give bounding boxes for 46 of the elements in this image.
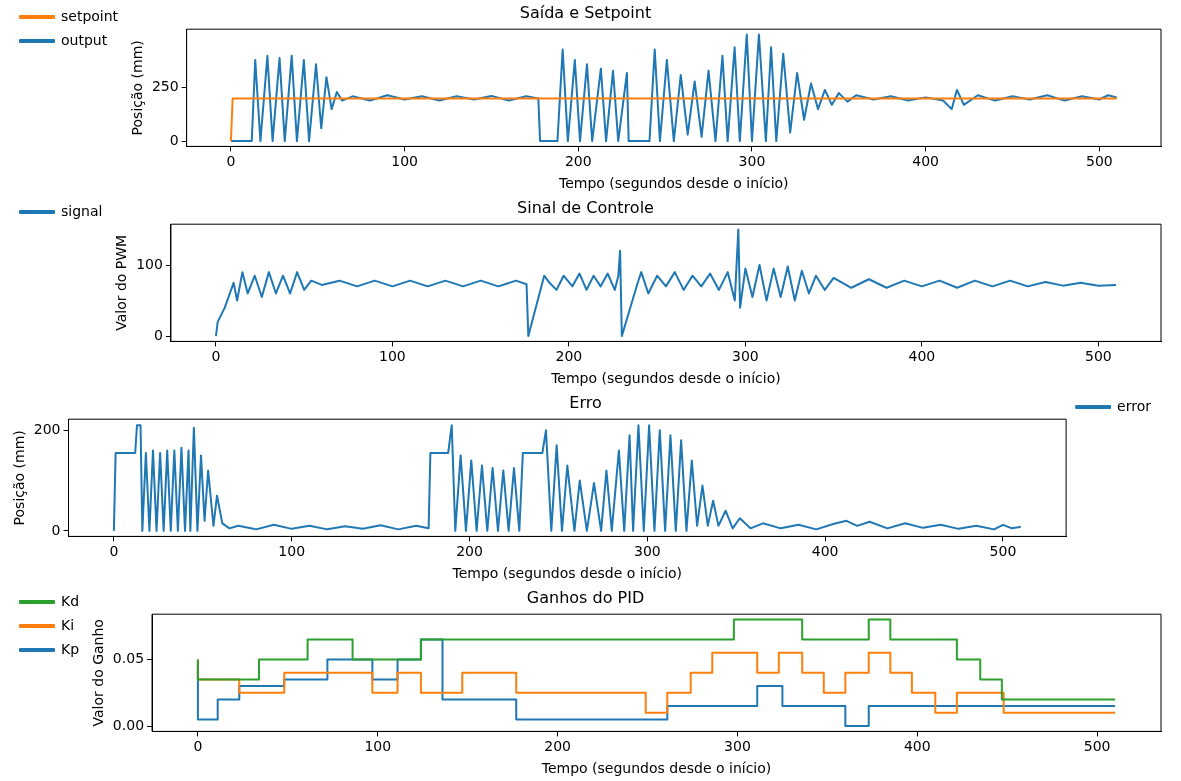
x-tick-label: 200 bbox=[564, 153, 592, 170]
y-tick-label: 0 bbox=[154, 326, 163, 343]
legend-label: error bbox=[1117, 397, 1152, 414]
x-tick-label: 100 bbox=[379, 348, 406, 365]
legend-label: Ki bbox=[61, 616, 75, 633]
y-tick-label: 250 bbox=[151, 78, 179, 95]
x-axis-title: Tempo (segundos desde o início) bbox=[550, 370, 781, 387]
x-tick-label: 400 bbox=[811, 543, 839, 560]
legend-label: Kp bbox=[61, 640, 80, 657]
y-tick-label: 0.05 bbox=[112, 650, 145, 667]
chart-title: Erro bbox=[569, 392, 602, 412]
chart-title: Ganhos do PID bbox=[526, 587, 645, 607]
x-tick-label: 300 bbox=[738, 153, 766, 170]
x-tick-label: 200 bbox=[456, 543, 483, 560]
x-tick-label: 200 bbox=[555, 348, 583, 365]
x-axis-title: Tempo (segundos desde o início) bbox=[451, 565, 683, 582]
y-axis-title: Valor do Ganho bbox=[90, 619, 107, 727]
x-tick-label: 300 bbox=[633, 543, 661, 560]
x-tick-label: 500 bbox=[1083, 738, 1111, 755]
x-tick-label: 400 bbox=[903, 738, 931, 755]
chart-title: Sinal de Controle bbox=[517, 197, 654, 217]
x-tick-label: 500 bbox=[989, 543, 1017, 560]
x-tick-label: 100 bbox=[391, 153, 418, 170]
legend-label: signal bbox=[61, 202, 103, 219]
x-axis-title: Tempo (segundos desde o início) bbox=[558, 175, 789, 192]
chart-title: Saída e Setpoint bbox=[519, 2, 652, 22]
x-tick-label: 100 bbox=[278, 543, 306, 560]
y-axis-title: Posição (mm) bbox=[11, 430, 28, 526]
x-tick-label: 500 bbox=[1084, 348, 1112, 365]
x-tick-label: 0 bbox=[226, 153, 236, 170]
x-tick-label: 300 bbox=[732, 348, 759, 365]
legend-label: setpoint bbox=[61, 7, 119, 24]
y-axis-title: Posição (mm) bbox=[129, 40, 146, 136]
y-axis-title: Valor do PWM bbox=[113, 234, 130, 331]
x-axis-title: Tempo (segundos desde o início) bbox=[540, 760, 772, 777]
x-tick-label: 200 bbox=[544, 738, 571, 755]
x-tick-label: 100 bbox=[364, 738, 392, 755]
x-tick-label: 400 bbox=[912, 153, 940, 170]
x-tick-label: 0 bbox=[193, 738, 203, 755]
x-tick-label: 400 bbox=[908, 348, 936, 365]
x-tick-label: 0 bbox=[211, 348, 221, 365]
legend-label: Kd bbox=[61, 592, 80, 609]
x-tick-label: 500 bbox=[1085, 153, 1113, 170]
x-tick-label: 300 bbox=[724, 738, 751, 755]
y-tick-label: 0.00 bbox=[112, 716, 145, 733]
legend-label: output bbox=[61, 31, 108, 48]
